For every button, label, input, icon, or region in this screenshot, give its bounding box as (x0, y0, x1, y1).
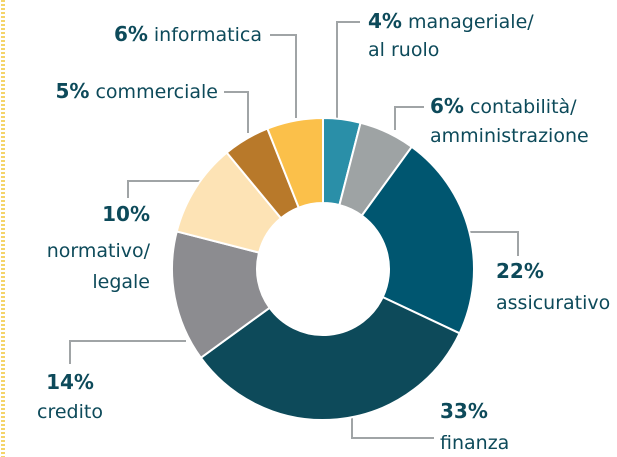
value-label: 33% (440, 399, 488, 423)
leader (336, 21, 360, 118)
donut-segment (266, 116, 324, 209)
value-label: 4% (368, 9, 402, 33)
category-label: informatica (154, 24, 262, 46)
segment-label: al ruolo (368, 39, 439, 61)
category-label: manageriale/ (408, 11, 534, 33)
leader (224, 91, 249, 133)
leader (470, 231, 519, 256)
value-label: 6% (430, 94, 464, 118)
segment-label: 6% informatica (114, 22, 262, 46)
segment-label: amministrazione (430, 125, 589, 147)
segment-label: 4% manageriale/ (368, 9, 534, 33)
category-label: normativo/ (47, 240, 151, 262)
value-label: 6% (114, 22, 148, 46)
donut-segment (360, 145, 475, 335)
segment-label: 14% (46, 370, 94, 394)
segment-label: finanza (440, 432, 509, 454)
category-label: al ruolo (368, 39, 439, 61)
segment-label: normativo/ (47, 240, 151, 262)
category-label: finanza (440, 432, 509, 454)
value-label: 14% (46, 370, 94, 394)
segment-label: 33% (440, 399, 488, 423)
category-label: amministrazione (430, 125, 589, 147)
category-label: contabilità/ (470, 96, 577, 118)
leader (351, 414, 434, 439)
segment-label: credito (37, 401, 103, 423)
value-label: 22% (496, 259, 544, 283)
value-label: 5% (56, 79, 90, 103)
segment-label: legale (92, 271, 150, 293)
donut-segment (199, 295, 461, 421)
leader (270, 34, 297, 118)
category-label: commerciale (95, 81, 218, 103)
leader (69, 340, 186, 364)
leader (394, 106, 424, 130)
segment-label: 5% commerciale (56, 79, 218, 103)
segment-label: 22% (496, 259, 544, 283)
category-label: legale (92, 271, 150, 293)
category-label: credito (37, 401, 103, 423)
category-label: assicurativo (496, 292, 610, 314)
segment-label: 6% contabilità/ (430, 94, 577, 118)
segment-label: assicurativo (496, 292, 610, 314)
value-label: 10% (102, 202, 150, 226)
segment-label: 10% (102, 202, 150, 226)
